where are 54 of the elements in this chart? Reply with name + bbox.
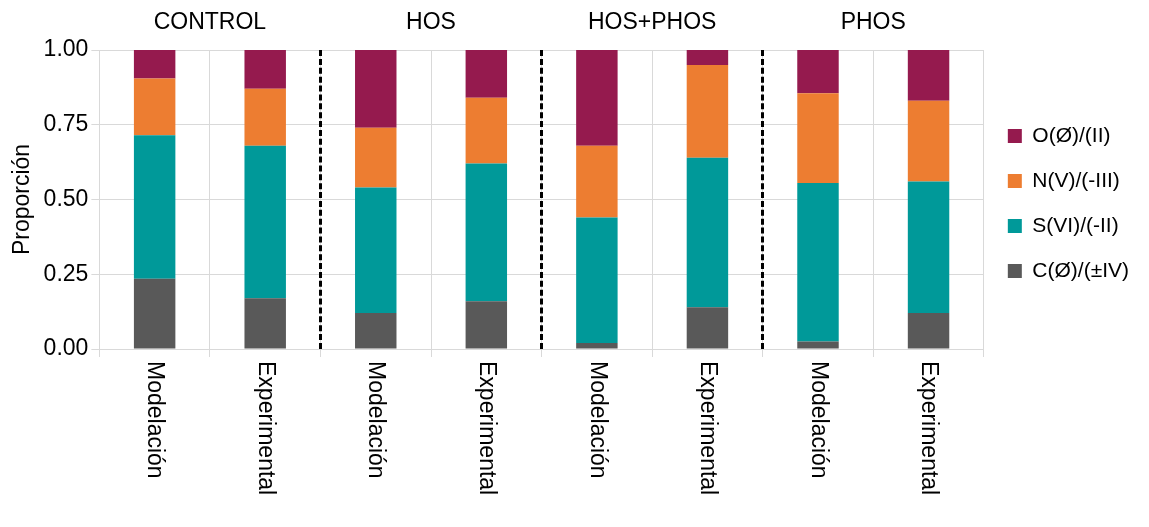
y-tick-label: 0.00 [43,334,89,361]
bar [133,135,176,279]
bar [465,50,508,98]
bar [797,341,839,349]
bar [686,157,729,308]
text: PHOS [840,8,906,35]
bar [576,343,618,349]
bar [576,145,618,218]
x-tick-label: Modelación [806,361,833,479]
text: HOS+PHOS [587,8,717,35]
bar [465,163,508,302]
y-axis-title: Proporción [8,143,35,256]
x-tick-label: Modelación [143,361,170,479]
bar [133,78,176,136]
y-tick-label: 0.50 [43,184,89,211]
bar [907,100,950,182]
bar [797,50,839,94]
x-tick-label: Experimental [474,361,501,496]
x-tick-label: Modelación [364,361,391,479]
legend-label: O(Ø)/(II) [1032,122,1111,146]
bar [686,50,729,65]
x-tick-label: Experimental [253,361,280,496]
x-tick-label: Modelación [585,361,612,479]
bar [907,50,950,101]
legend-label: C(Ø)/(±IV) [1032,257,1130,281]
bar [797,183,839,342]
bar [244,50,286,89]
x-tick-label: Experimental [696,361,723,496]
y-tick-label: 0.25 [43,259,89,286]
bar [576,50,618,146]
bar [797,93,839,184]
bar [355,50,397,128]
bar [355,127,397,188]
bar [244,145,286,299]
x-tick-label: Experimental [917,361,944,496]
bar [686,64,729,158]
bar [465,301,508,349]
bar [907,181,950,314]
bar [244,298,286,349]
legend-label: S(VI)/(-II) [1032,212,1119,236]
text: HOS [406,8,456,35]
bar [576,217,618,344]
text: CONTROL [153,8,267,35]
y-tick-label: 0.75 [43,110,89,137]
legend-label: N(V)/(-III) [1032,167,1120,191]
bar [465,97,508,164]
bar [907,313,950,349]
bar [244,88,286,146]
bar [355,187,397,314]
y-tick-label: 1.00 [43,35,89,62]
bar [686,307,729,349]
bar [355,313,397,349]
bar [133,278,176,349]
bar [133,50,176,79]
